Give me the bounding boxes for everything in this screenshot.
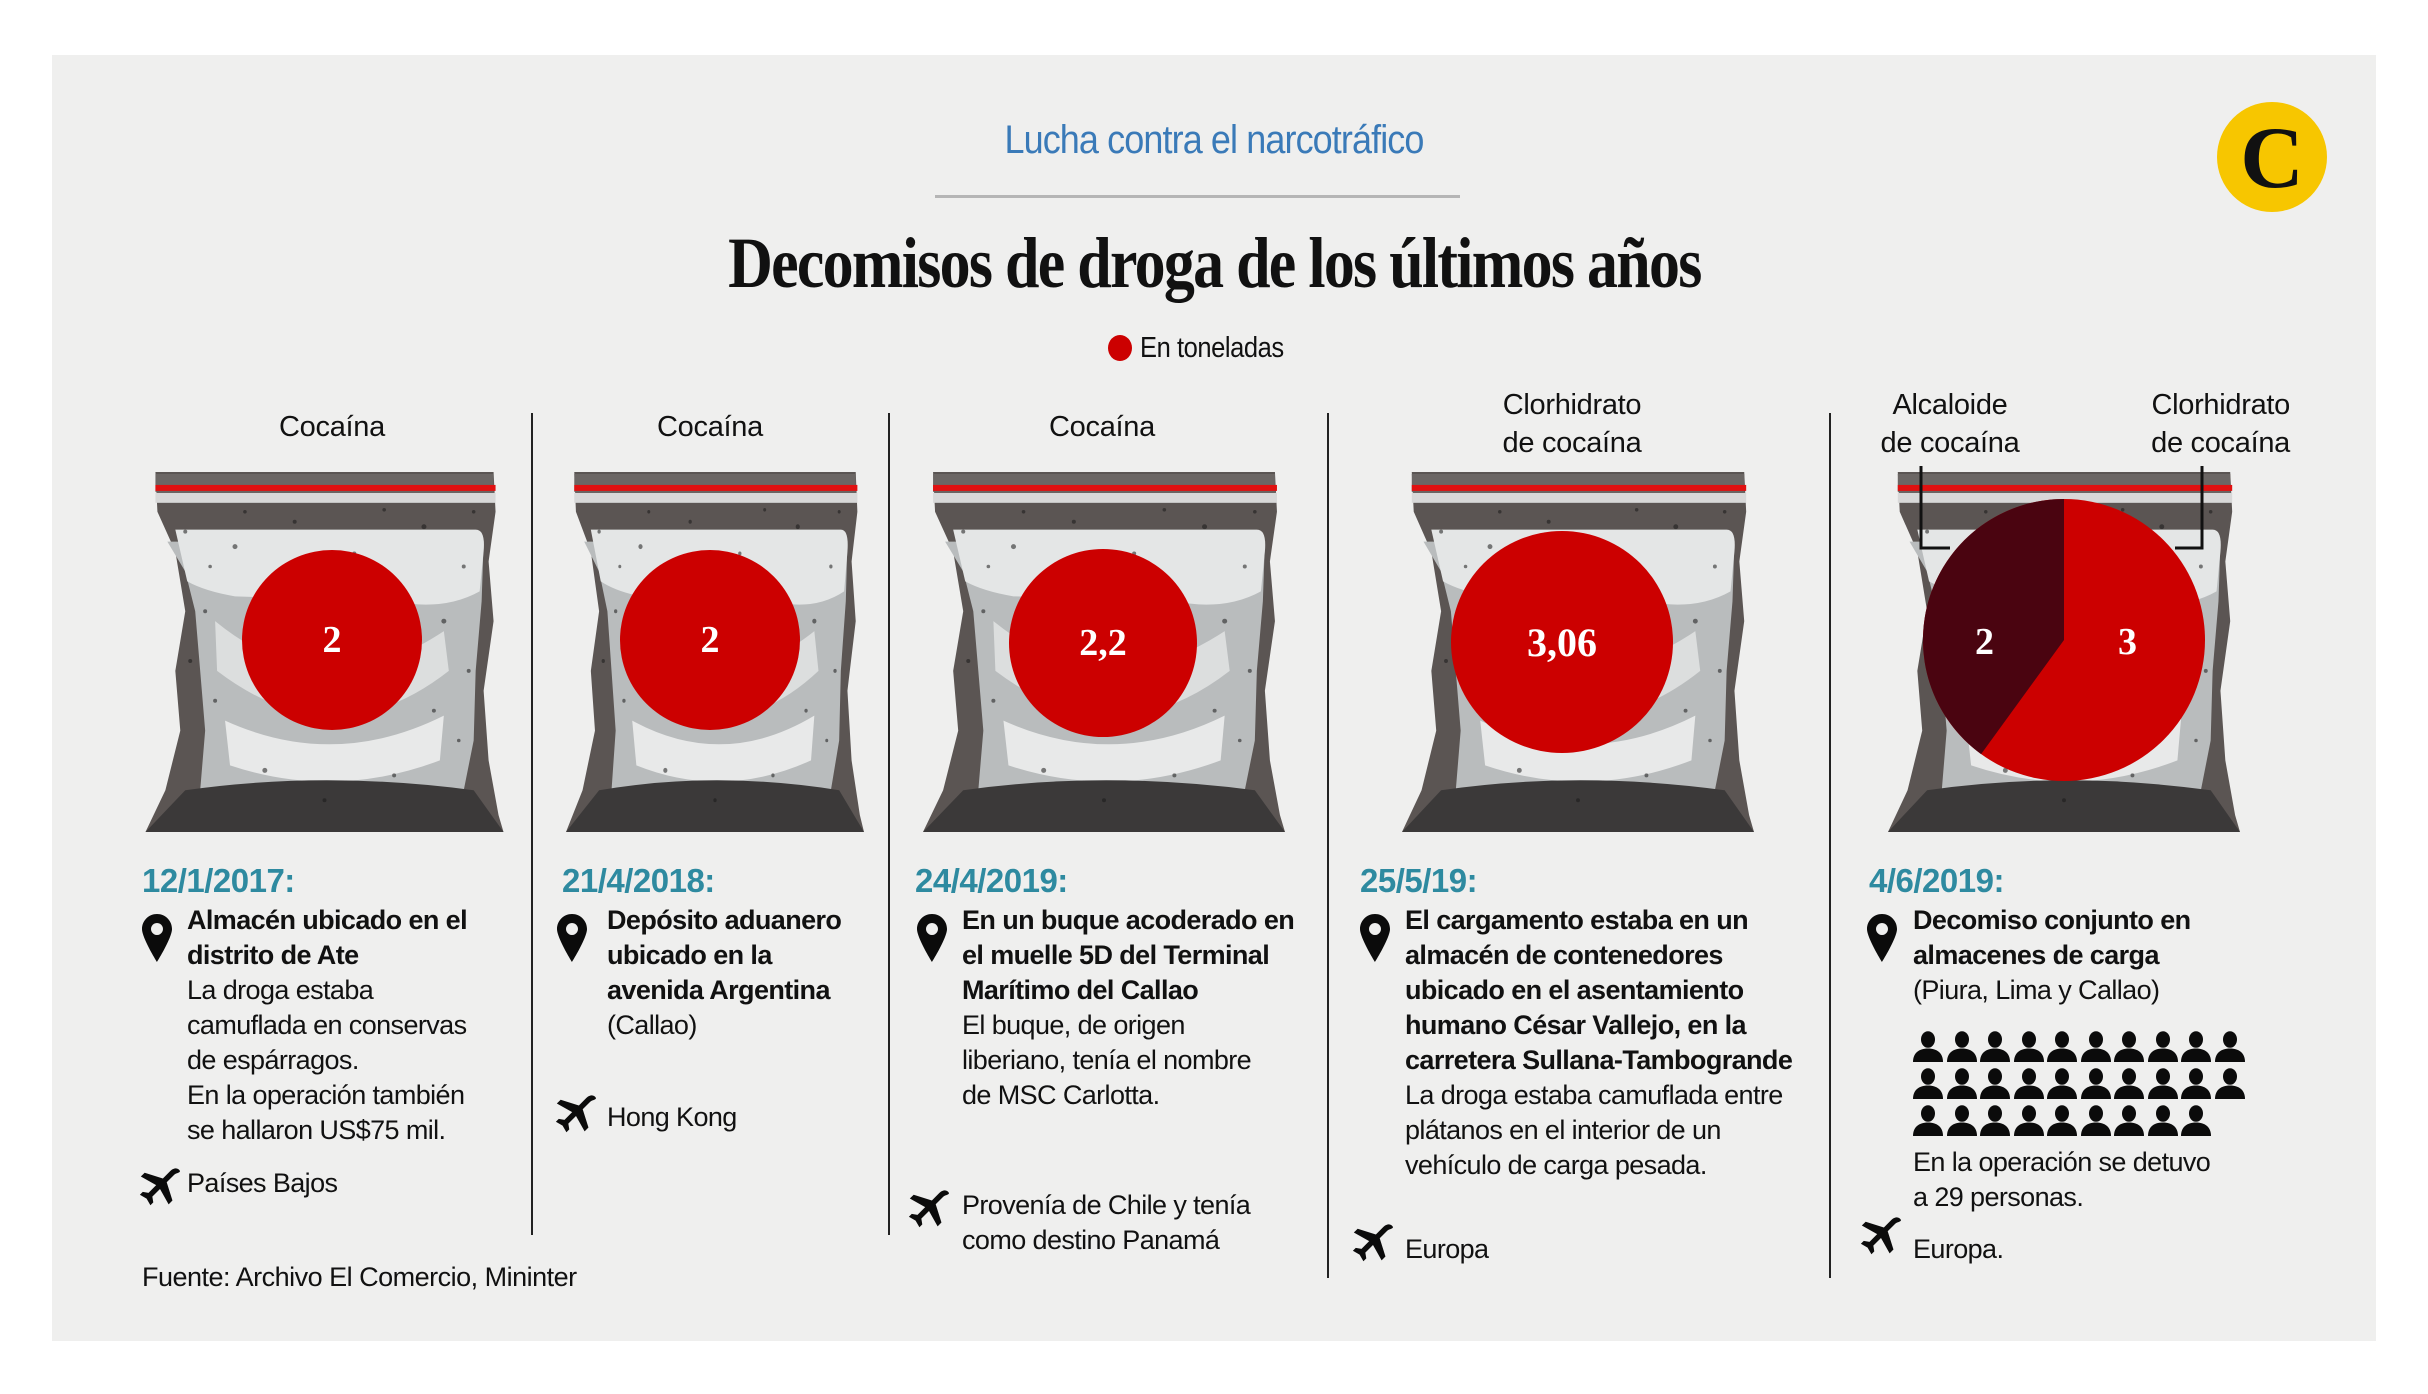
person-icon xyxy=(1946,1105,1977,1136)
person-icon xyxy=(1980,1068,2010,1099)
person-icon xyxy=(2114,1105,2144,1136)
seizure-date: 24/4/2019: xyxy=(915,862,1068,899)
person-icon xyxy=(2147,1105,2178,1136)
location-description: Depósito aduanero ubicado en la avenida … xyxy=(607,905,842,1040)
location-description: En un buque acoderado en el muelle 5D de… xyxy=(962,905,1295,1110)
pie-label-clorhidrato: Clorhidrato de cocaína xyxy=(2151,389,2290,459)
destination: Hong Kong xyxy=(607,1102,737,1132)
person-icon xyxy=(2147,1068,2178,1099)
amount-value: 2 xyxy=(322,619,342,661)
legend: En toneladas xyxy=(1108,330,1303,366)
column-divider xyxy=(531,413,533,1235)
header-rule xyxy=(935,195,1460,198)
logo-letter: C xyxy=(2240,110,2304,207)
source-note: Fuente: Archivo El Comercio, Mininter xyxy=(142,1262,577,1292)
person-icon xyxy=(2147,1031,2178,1062)
leader-line-right xyxy=(2175,466,2204,550)
location-pin-icon xyxy=(142,914,172,962)
destination: Europa. xyxy=(1913,1234,2004,1264)
amount-value: 2 xyxy=(700,619,720,661)
legend-label: En toneladas xyxy=(1140,331,1284,364)
person-icon xyxy=(1913,1031,1943,1062)
pie-value-clorhidrato: 3 xyxy=(2118,621,2137,663)
person-icon xyxy=(2114,1031,2144,1062)
person-icon xyxy=(1913,1105,1943,1136)
person-icon xyxy=(2181,1105,2211,1136)
kicker: Lucha contra el narcotráfico xyxy=(1004,118,1424,162)
person-icon xyxy=(1980,1031,2010,1062)
detained-text: En la operación se detuvo a 29 personas. xyxy=(1913,1147,2211,1212)
amount-circle: 2 xyxy=(620,550,800,730)
person-icon xyxy=(2214,1068,2245,1099)
person-icon xyxy=(1946,1031,1977,1062)
pie-value-alcaloide: 2 xyxy=(1975,621,1994,663)
location-pin-icon xyxy=(917,914,947,962)
column-divider xyxy=(888,413,890,1235)
seizure-date: 25/5/19: xyxy=(1360,862,1478,899)
person-icon xyxy=(2114,1068,2144,1099)
column-divider xyxy=(1327,413,1329,1278)
seizure-date: 21/4/2018: xyxy=(562,862,715,899)
category-label: Cocaína xyxy=(279,411,385,443)
el-comercio-logo: C xyxy=(2217,102,2327,212)
person-icon xyxy=(2080,1068,2111,1099)
location-pin-icon xyxy=(1867,914,1897,962)
airplane-icon xyxy=(555,1095,596,1133)
amount-value: 2,2 xyxy=(1079,622,1127,664)
amount-circle: 2 xyxy=(242,550,422,730)
category-label: Cocaína xyxy=(657,411,763,443)
location-description: El cargamento estaba en un almacén de co… xyxy=(1405,905,1793,1180)
person-icon xyxy=(1913,1068,1943,1099)
person-icon xyxy=(2080,1105,2111,1136)
pie-label-alcaloide: Alcaloide de cocaína xyxy=(1880,389,2020,459)
person-icon xyxy=(2181,1068,2211,1099)
leader-line-left xyxy=(1919,466,1950,550)
person-icon xyxy=(2214,1031,2245,1062)
person-icon xyxy=(1946,1068,1977,1099)
person-icon xyxy=(2047,1105,2077,1136)
airplane-icon xyxy=(1860,1217,1901,1255)
page-title: Decomisos de droga de los últimos años xyxy=(727,223,1702,303)
column-divider xyxy=(1829,413,1831,1278)
airplane-icon xyxy=(908,1190,949,1228)
legend-dot-icon xyxy=(1108,335,1132,361)
airplane-icon xyxy=(139,1168,180,1206)
destination: Países Bajos xyxy=(187,1168,338,1198)
amount-circle: 3,06 xyxy=(1451,531,1673,753)
person-icon xyxy=(2013,1105,2044,1136)
person-icon xyxy=(2013,1068,2044,1099)
seizure-date: 4/6/2019: xyxy=(1869,862,2004,899)
location-pin-icon xyxy=(557,914,587,962)
location-description: Almacén ubicado en el distrito de Ate La… xyxy=(187,905,468,1145)
person-icon xyxy=(2181,1031,2211,1062)
category-label: Clorhidrato de cocaína xyxy=(1502,389,1642,459)
person-icon xyxy=(2047,1031,2077,1062)
seizure-date: 12/1/2017: xyxy=(142,862,295,899)
category-label: Cocaína xyxy=(1049,411,1155,443)
person-icon xyxy=(2080,1031,2111,1062)
destination: Provenía de Chile y tenía como destino P… xyxy=(962,1190,1251,1255)
person-icon xyxy=(2013,1031,2044,1062)
location-pin-icon xyxy=(1360,914,1390,962)
airplane-icon xyxy=(1352,1224,1393,1262)
amount-circle: 2,2 xyxy=(1009,549,1197,737)
pie-chart xyxy=(1919,466,2205,781)
destination: Europa xyxy=(1405,1234,1489,1264)
pie-slice-alcaloide xyxy=(1922,499,2064,755)
person-icon xyxy=(1980,1105,2010,1136)
person-icon xyxy=(2047,1068,2077,1099)
detained-people-grid xyxy=(1913,1031,2253,1136)
location-description: Decomiso conjunto en almacenes de carga … xyxy=(1913,905,2191,1005)
amount-value: 3,06 xyxy=(1527,619,1597,665)
